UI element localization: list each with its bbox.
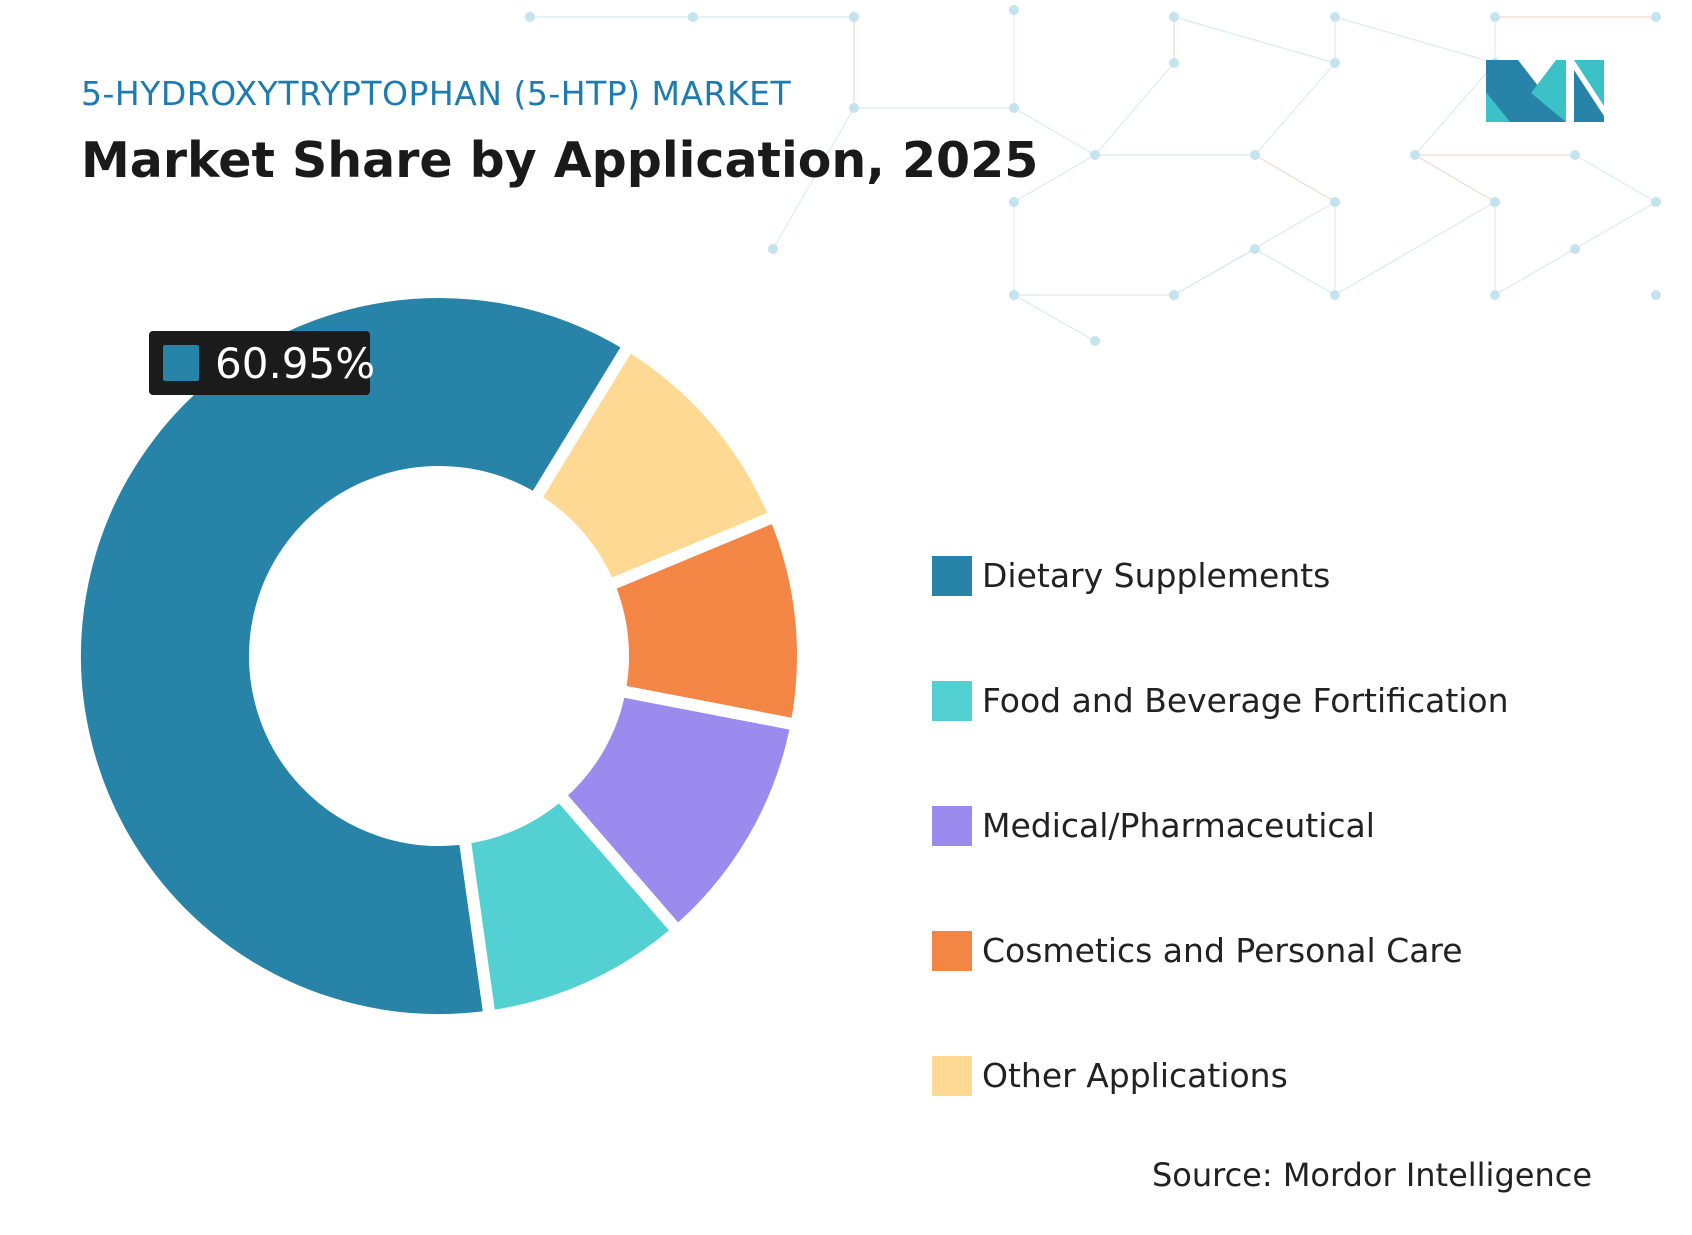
network-node: [1570, 244, 1580, 254]
network-node: [849, 103, 859, 113]
network-node: [1169, 58, 1179, 68]
network-node: [1090, 336, 1100, 346]
network-node: [1250, 150, 1260, 160]
legend-label: Dietary Supplements: [982, 556, 1331, 595]
network-node: [1009, 103, 1019, 113]
legend-item-dietary-supplements: Dietary Supplements: [932, 556, 1632, 596]
network-line: [1173, 248, 1256, 296]
legend-item-food-and-beverage-fortification: Food and Beverage Fortification: [932, 681, 1632, 721]
network-node: [1570, 150, 1580, 160]
legend-swatch: [932, 1056, 972, 1096]
network-node: [1330, 12, 1340, 22]
legend-label: Cosmetics and Personal Care: [982, 931, 1463, 970]
network-node: [849, 12, 859, 22]
donut-chart: [69, 286, 809, 1026]
legend-swatch: [932, 681, 972, 721]
network-line: [1254, 248, 1336, 296]
market-name: 5-HYDROXYTRYPTOPHAN (5-HTP) MARKET: [81, 74, 792, 113]
network-node: [1651, 197, 1661, 207]
network-line: [1574, 154, 1657, 203]
network-node: [1490, 197, 1500, 207]
network-line: [1173, 16, 1336, 64]
network-line: [1013, 107, 1096, 156]
chart-title: Market Share by Application, 2025: [81, 132, 1039, 189]
network-line: [1334, 16, 1496, 64]
network-node: [1330, 290, 1340, 300]
legend-item-cosmetics-and-personal-care: Cosmetics and Personal Care: [932, 931, 1632, 971]
network-line: [772, 107, 855, 250]
data-label-value: 60.95%: [215, 339, 376, 388]
network-node: [1490, 12, 1500, 22]
network-node: [1009, 5, 1019, 15]
legend-item-medical-pharmaceutical: Medical/Pharmaceutical: [932, 806, 1632, 846]
network-node: [1009, 290, 1019, 300]
network-node: [1490, 290, 1500, 300]
source-note: Source: Mordor Intelligence: [1151, 1156, 1592, 1194]
data-label-swatch: [163, 345, 199, 381]
network-node: [1009, 197, 1019, 207]
network-node: [768, 244, 778, 254]
donut-slice-medical-pharmaceutical: [551, 683, 804, 940]
donut-slice-food-and-beverage-fortification: [457, 786, 686, 1024]
legend-swatch: [932, 931, 972, 971]
network-node: [1090, 150, 1100, 160]
legend-item-other-applications: Other Applications: [932, 1056, 1632, 1096]
network-line: [1334, 201, 1496, 296]
network-line: [1414, 154, 1496, 203]
mordor-intelligence-logo: [1486, 60, 1604, 122]
legend-label: Other Applications: [982, 1056, 1288, 1095]
network-node: [1651, 290, 1661, 300]
network-line: [1254, 154, 1336, 203]
network-line: [1414, 62, 1496, 156]
donut-slice-dietary-supplements: [69, 286, 638, 1026]
legend-label: Medical/Pharmaceutical: [982, 806, 1375, 845]
network-node: [1330, 58, 1340, 68]
network-line: [1013, 294, 1096, 342]
data-label-dietary-supplements: 60.95%: [149, 331, 375, 395]
network-node: [1169, 290, 1179, 300]
network-node: [688, 12, 698, 22]
network-node: [525, 12, 535, 22]
legend-swatch: [932, 556, 972, 596]
network-line: [1094, 62, 1175, 156]
network-line: [1013, 154, 1096, 203]
network-node: [1651, 12, 1661, 22]
network-node: [1169, 12, 1179, 22]
network-node: [1250, 244, 1260, 254]
legend-swatch: [932, 806, 972, 846]
network-line: [1254, 62, 1336, 156]
network-node: [1410, 150, 1420, 160]
legend-label: Food and Beverage Fortification: [982, 681, 1509, 720]
network-node: [1330, 197, 1340, 207]
